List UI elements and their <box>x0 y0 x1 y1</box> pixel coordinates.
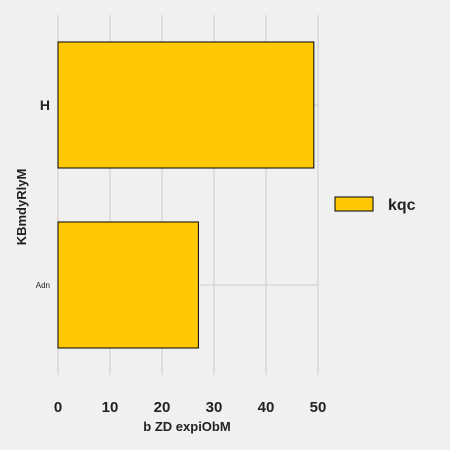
x-tick-label: 20 <box>154 399 171 416</box>
legend-swatch <box>334 196 374 212</box>
bars <box>57 41 315 349</box>
bar <box>57 221 199 349</box>
x-axis-ticks: 0 10 20 30 40 50 <box>54 399 327 416</box>
y-axis-label: KBmdyRlyM <box>14 169 29 246</box>
x-tick-label: 30 <box>206 399 223 416</box>
y-tick-label: Adn <box>36 281 50 290</box>
x-tick-label: 40 <box>258 399 275 416</box>
legend: kqc <box>334 196 416 214</box>
legend-label: kqc <box>388 197 416 214</box>
bar <box>57 41 315 169</box>
y-tick-label: H <box>40 97 50 113</box>
x-tick-label: 0 <box>54 399 62 416</box>
y-axis-ticks: H Adn <box>36 97 50 290</box>
x-tick-label: 10 <box>102 399 119 416</box>
x-tick-label: 50 <box>310 399 327 416</box>
x-axis-label: b ZD expiObM <box>143 419 230 434</box>
